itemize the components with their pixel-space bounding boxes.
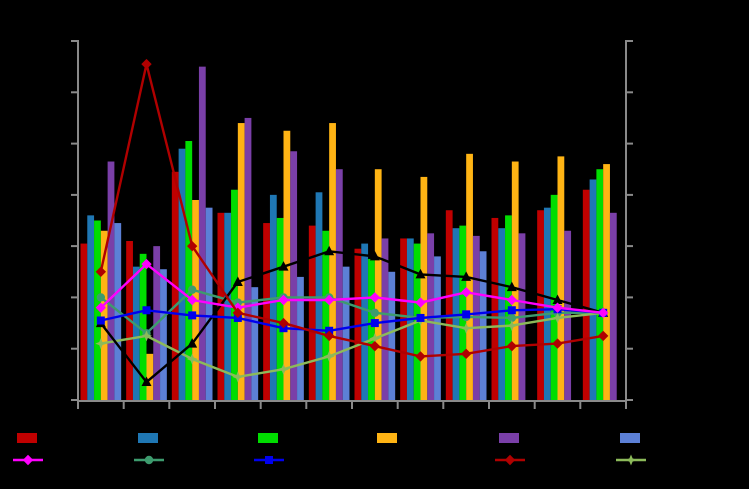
bar-green-bar bbox=[185, 141, 193, 400]
bar-steelblue-bar bbox=[361, 243, 369, 400]
bar-red-bar bbox=[308, 225, 316, 400]
bar-purple-bar bbox=[107, 161, 115, 400]
bar-orange-bar bbox=[557, 156, 565, 400]
bar-cornflower-bar bbox=[251, 287, 259, 400]
bar-purple-bar bbox=[564, 230, 572, 400]
bar-cornflower-bar bbox=[342, 266, 350, 400]
bar-orange-bar bbox=[329, 123, 336, 400]
bar-purple-bar bbox=[198, 66, 206, 400]
bar-steelblue-bar bbox=[178, 148, 186, 400]
bar-green-bar bbox=[231, 189, 238, 400]
bar-orange-bar bbox=[146, 353, 154, 400]
legend-line-swatch bbox=[373, 454, 403, 464]
legend-bar-swatch bbox=[138, 433, 158, 443]
bar-red-bar bbox=[491, 217, 499, 400]
legend-bar-swatch bbox=[620, 433, 640, 443]
bar-purple-bar bbox=[335, 169, 343, 400]
bar-steelblue-bar bbox=[543, 207, 551, 400]
bar-red-bar bbox=[445, 210, 453, 400]
bar-cornflower-bar bbox=[434, 256, 441, 400]
bar-green-bar bbox=[596, 169, 604, 400]
bar-cornflower-bar bbox=[297, 276, 304, 400]
bar-purple-bar bbox=[381, 238, 389, 400]
legend-bar-swatch bbox=[258, 433, 278, 443]
bar-cornflower-bar bbox=[479, 251, 487, 400]
axes bbox=[71, 40, 633, 409]
legend-bar-swatch bbox=[499, 433, 519, 443]
legend-bar-swatch bbox=[377, 433, 397, 443]
bar-orange-bar bbox=[100, 230, 108, 400]
bar-green-bar bbox=[276, 217, 284, 400]
bar-steelblue-bar bbox=[589, 179, 597, 400]
bar-green-bar bbox=[368, 258, 375, 400]
bar-orange-bar bbox=[420, 176, 428, 400]
bar-cornflower-bar bbox=[160, 269, 167, 400]
bar-orange-bar bbox=[237, 123, 245, 400]
bar-steelblue-bar bbox=[132, 266, 140, 400]
bar-red-bar bbox=[263, 223, 270, 400]
legend-line-swatch bbox=[13, 454, 43, 466]
legend bbox=[17, 433, 640, 443]
bar-orange-bar bbox=[603, 164, 610, 400]
line-magenta bbox=[95, 258, 609, 319]
bar-steelblue-bar bbox=[498, 228, 506, 400]
line-darkred bbox=[95, 58, 609, 362]
bar-green-bar bbox=[94, 220, 101, 400]
legend-line-swatch bbox=[495, 454, 525, 466]
bar-steelblue-bar bbox=[87, 215, 95, 400]
bar-purple-bar bbox=[609, 212, 617, 400]
bar-red-bar bbox=[80, 243, 88, 400]
bar-orange-bar bbox=[511, 161, 519, 400]
bar-green-bar bbox=[550, 194, 558, 400]
bar-red-bar bbox=[354, 248, 362, 400]
bar-orange-bar bbox=[374, 169, 382, 400]
bar-purple-bar bbox=[244, 117, 252, 401]
bar-cornflower-bar bbox=[388, 271, 396, 400]
bar-red-bar bbox=[582, 189, 590, 400]
bar-purple-bar bbox=[290, 151, 298, 400]
bar-green-bar bbox=[322, 230, 330, 400]
legend-line-swatch bbox=[254, 456, 284, 464]
bar-green-bar bbox=[139, 253, 147, 400]
bar-steelblue-bar bbox=[315, 192, 323, 400]
legend-line-swatch bbox=[134, 455, 164, 465]
legend-bar-swatch bbox=[17, 433, 37, 443]
legend-line-swatch bbox=[616, 454, 646, 466]
